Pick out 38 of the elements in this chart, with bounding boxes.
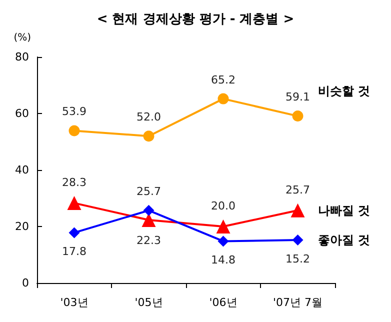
series-label: 좋아질 것 [318,233,370,248]
point [290,203,305,218]
point [218,93,229,104]
point [142,213,156,228]
x-tick-label: '06년 [209,296,238,309]
data-label: 25.7 [286,183,310,196]
chart-title: < 현재 경제상황 평가 - 계층별 > [96,12,294,27]
x-tick-label: '03년 [60,296,88,309]
point [68,227,80,238]
data-label: 20.0 [211,200,236,212]
series-label: 나빠질 것 [318,203,370,218]
data-label: 14.8 [211,254,236,267]
point [68,125,80,136]
y-tick-label: 20 [15,220,29,233]
point [67,196,82,210]
y-axis-title: (%) [14,32,32,44]
data-label: 28.3 [62,176,86,190]
point [216,220,230,234]
data-label: 15.2 [286,252,310,266]
point [292,234,304,246]
point [143,204,154,216]
point [143,130,154,142]
y-tick-label: 0 [22,276,29,290]
x-tick-label: '07년 7월 [272,296,323,309]
data-label: 52.0 [136,110,161,124]
y-tick-label: 60 [15,107,29,120]
point [292,110,304,122]
data-label: 53.9 [62,105,86,118]
data-label: 22.3 [136,234,161,248]
y-tick-label: 80 [15,50,29,64]
data-label: 25.7 [136,184,161,198]
x-tick-label: '05년 [134,296,163,309]
point [218,236,229,247]
data-label: 59.1 [286,90,310,104]
series-label: 비슷할 것 [318,84,370,98]
y-tick-label: 40 [15,164,29,176]
data-label: 65.2 [211,73,236,86]
data-label: 17.8 [62,245,86,258]
